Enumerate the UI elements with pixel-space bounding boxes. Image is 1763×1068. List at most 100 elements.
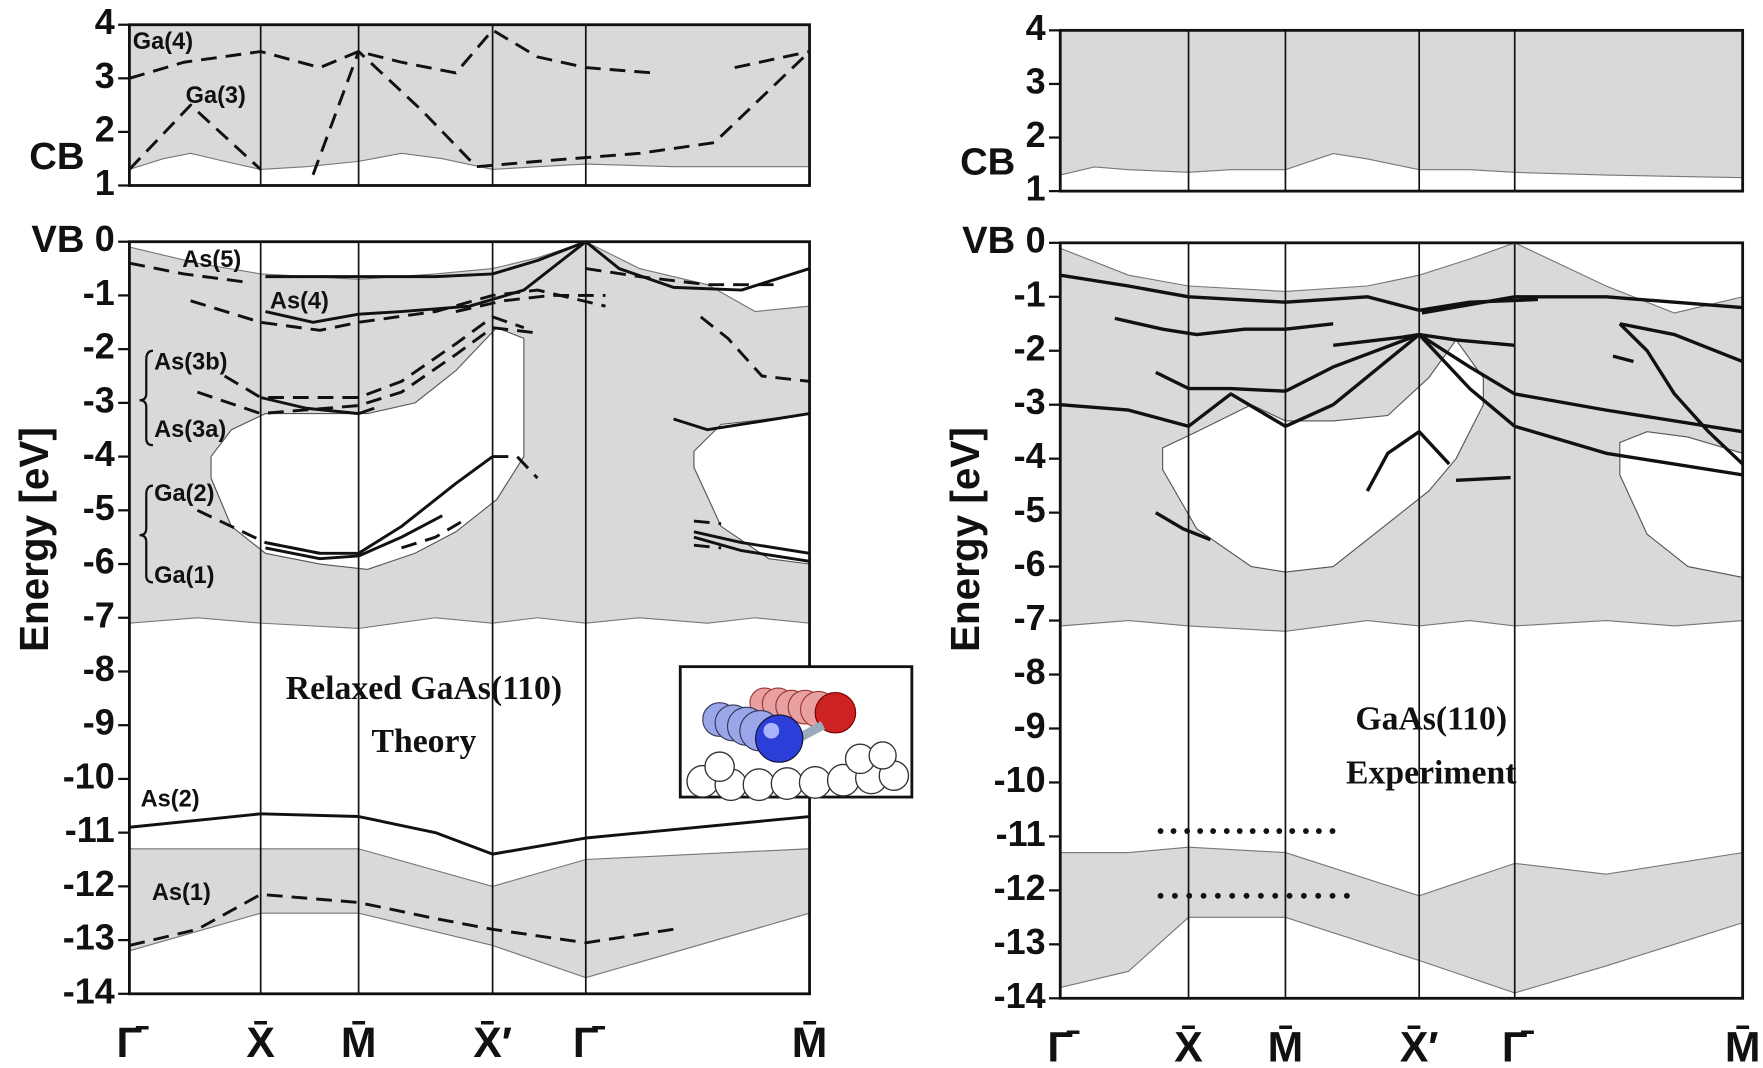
y-tick-label: 4	[95, 1, 115, 42]
y-tick-label: 0	[95, 218, 115, 259]
band	[1155, 332, 1743, 434]
dot	[1236, 828, 1243, 834]
dot	[1263, 828, 1270, 834]
band	[1333, 332, 1515, 348]
y-tick-label: -11	[65, 809, 115, 850]
panels: Γ̄ X̄ M̄ X̄′ Γ̄ M̄1234CB0-1-2-3-4-5-6-7-8-9-1…	[11, 1, 1761, 1068]
band	[1060, 332, 1743, 477]
dot	[1329, 892, 1336, 899]
band	[265, 514, 443, 561]
panel-frame	[1058, 28, 1745, 193]
panel-frame	[127, 23, 811, 187]
k-label: X̄	[246, 1019, 275, 1067]
band-label: As(3a)	[154, 417, 226, 443]
dot	[1210, 828, 1217, 834]
band	[1059, 273, 1538, 312]
y-tick-label: -5	[83, 487, 115, 528]
band	[693, 519, 722, 526]
panel-label: CB	[29, 135, 84, 178]
y-tick-label: -12	[994, 867, 1046, 908]
dot	[1272, 892, 1279, 899]
band-label: Ga(4)	[133, 29, 193, 55]
y-tick-label: -13	[63, 917, 115, 958]
y-tick-label: -4	[1014, 435, 1046, 476]
k-label: M̄	[341, 1019, 377, 1067]
band	[129, 892, 674, 947]
band	[693, 535, 810, 563]
dot	[1157, 828, 1164, 834]
y-tick-label: -7	[1014, 597, 1046, 638]
band-label: Ga(3)	[186, 83, 246, 109]
band-label: As(3b)	[154, 349, 227, 375]
y-tick-label: 2	[95, 108, 115, 149]
dot	[1200, 892, 1207, 899]
dot	[1184, 828, 1191, 834]
y-tick-label: -9	[1014, 705, 1046, 746]
band	[1154, 511, 1211, 542]
y-tick-label: 2	[1026, 114, 1046, 155]
y-tick-label: -6	[83, 541, 115, 582]
band	[265, 240, 810, 292]
dot	[1171, 892, 1178, 899]
band	[1619, 322, 1744, 364]
band	[1114, 316, 1334, 337]
dot	[1315, 892, 1322, 899]
y-tick-label: -9	[83, 702, 115, 743]
atom-ga	[755, 714, 804, 763]
band-label: As(4)	[270, 289, 329, 315]
dot	[1157, 892, 1164, 899]
band	[455, 293, 606, 313]
dot	[1289, 828, 1296, 834]
band	[128, 50, 811, 176]
y-tick-label: -5	[1014, 489, 1046, 530]
dot	[1276, 828, 1283, 834]
dot	[1243, 892, 1250, 899]
inset-structure	[678, 665, 914, 802]
y-tick-label: -1	[83, 272, 115, 313]
chart-title: GaAs(110)	[1355, 700, 1507, 737]
chart-title: Relaxed GaAs(110)	[286, 670, 562, 707]
panel-frame	[1058, 241, 1745, 1000]
band-label: Ga(1)	[154, 563, 214, 589]
band	[223, 315, 525, 399]
y-tick-label: -3	[1014, 381, 1046, 422]
band	[260, 396, 375, 416]
band-label: As(1)	[152, 880, 211, 906]
y-tick-label: -8	[1014, 651, 1046, 692]
band	[1365, 430, 1451, 492]
dot	[1229, 892, 1236, 899]
y-tick-label: -14	[994, 975, 1046, 1016]
panel-label: VB	[31, 218, 84, 261]
band	[401, 519, 464, 550]
band	[128, 28, 810, 80]
band	[265, 455, 494, 555]
band	[196, 326, 538, 416]
y-tick-label: 3	[95, 55, 115, 96]
panel-label: CB	[960, 140, 1015, 183]
projected-band	[1059, 29, 1744, 179]
band	[1618, 322, 1744, 466]
projected-band	[210, 326, 525, 570]
brace	[139, 349, 154, 447]
dot	[1286, 892, 1293, 899]
k-label: X̄′	[473, 1019, 512, 1067]
y-tick-label: -12	[63, 863, 115, 904]
y-axis-label: Energy [eV]	[11, 427, 57, 652]
dot	[1300, 892, 1307, 899]
chart-1: Γ̄ X̄ M̄ X̄′ Γ̄ M̄1234CB0-1-2-3-4-5-6-7-8-9-1…	[942, 7, 1761, 1068]
dot	[1197, 828, 1204, 834]
dot	[1223, 828, 1230, 834]
y-tick-label: -2	[1014, 327, 1046, 368]
band-label: Ga(2)	[154, 481, 214, 507]
y-tick-label: -6	[1014, 543, 1046, 584]
band	[196, 508, 321, 555]
band	[129, 812, 810, 856]
chart-0: Γ̄ X̄ M̄ X̄′ Γ̄ M̄1234CB0-1-2-3-4-5-6-7-8-9-1…	[11, 1, 827, 1067]
k-label: M̄	[1268, 1023, 1304, 1068]
y-tick-label: 1	[95, 162, 115, 203]
highlight	[763, 722, 780, 739]
dot	[1329, 828, 1336, 834]
band-label: As(5)	[182, 247, 241, 273]
band	[129, 261, 246, 284]
k-label: M̄	[792, 1019, 828, 1067]
